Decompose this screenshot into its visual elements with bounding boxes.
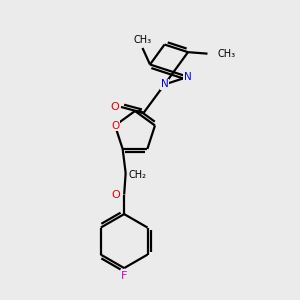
Text: O: O [111,190,120,200]
Text: N: N [160,80,168,89]
Text: CH₃: CH₃ [134,34,152,45]
Text: N: N [184,72,192,82]
Text: CH₂: CH₂ [129,170,147,180]
Text: CH₃: CH₃ [218,49,236,59]
Text: O: O [111,121,119,130]
Text: F: F [121,272,127,281]
Text: O: O [111,102,119,112]
